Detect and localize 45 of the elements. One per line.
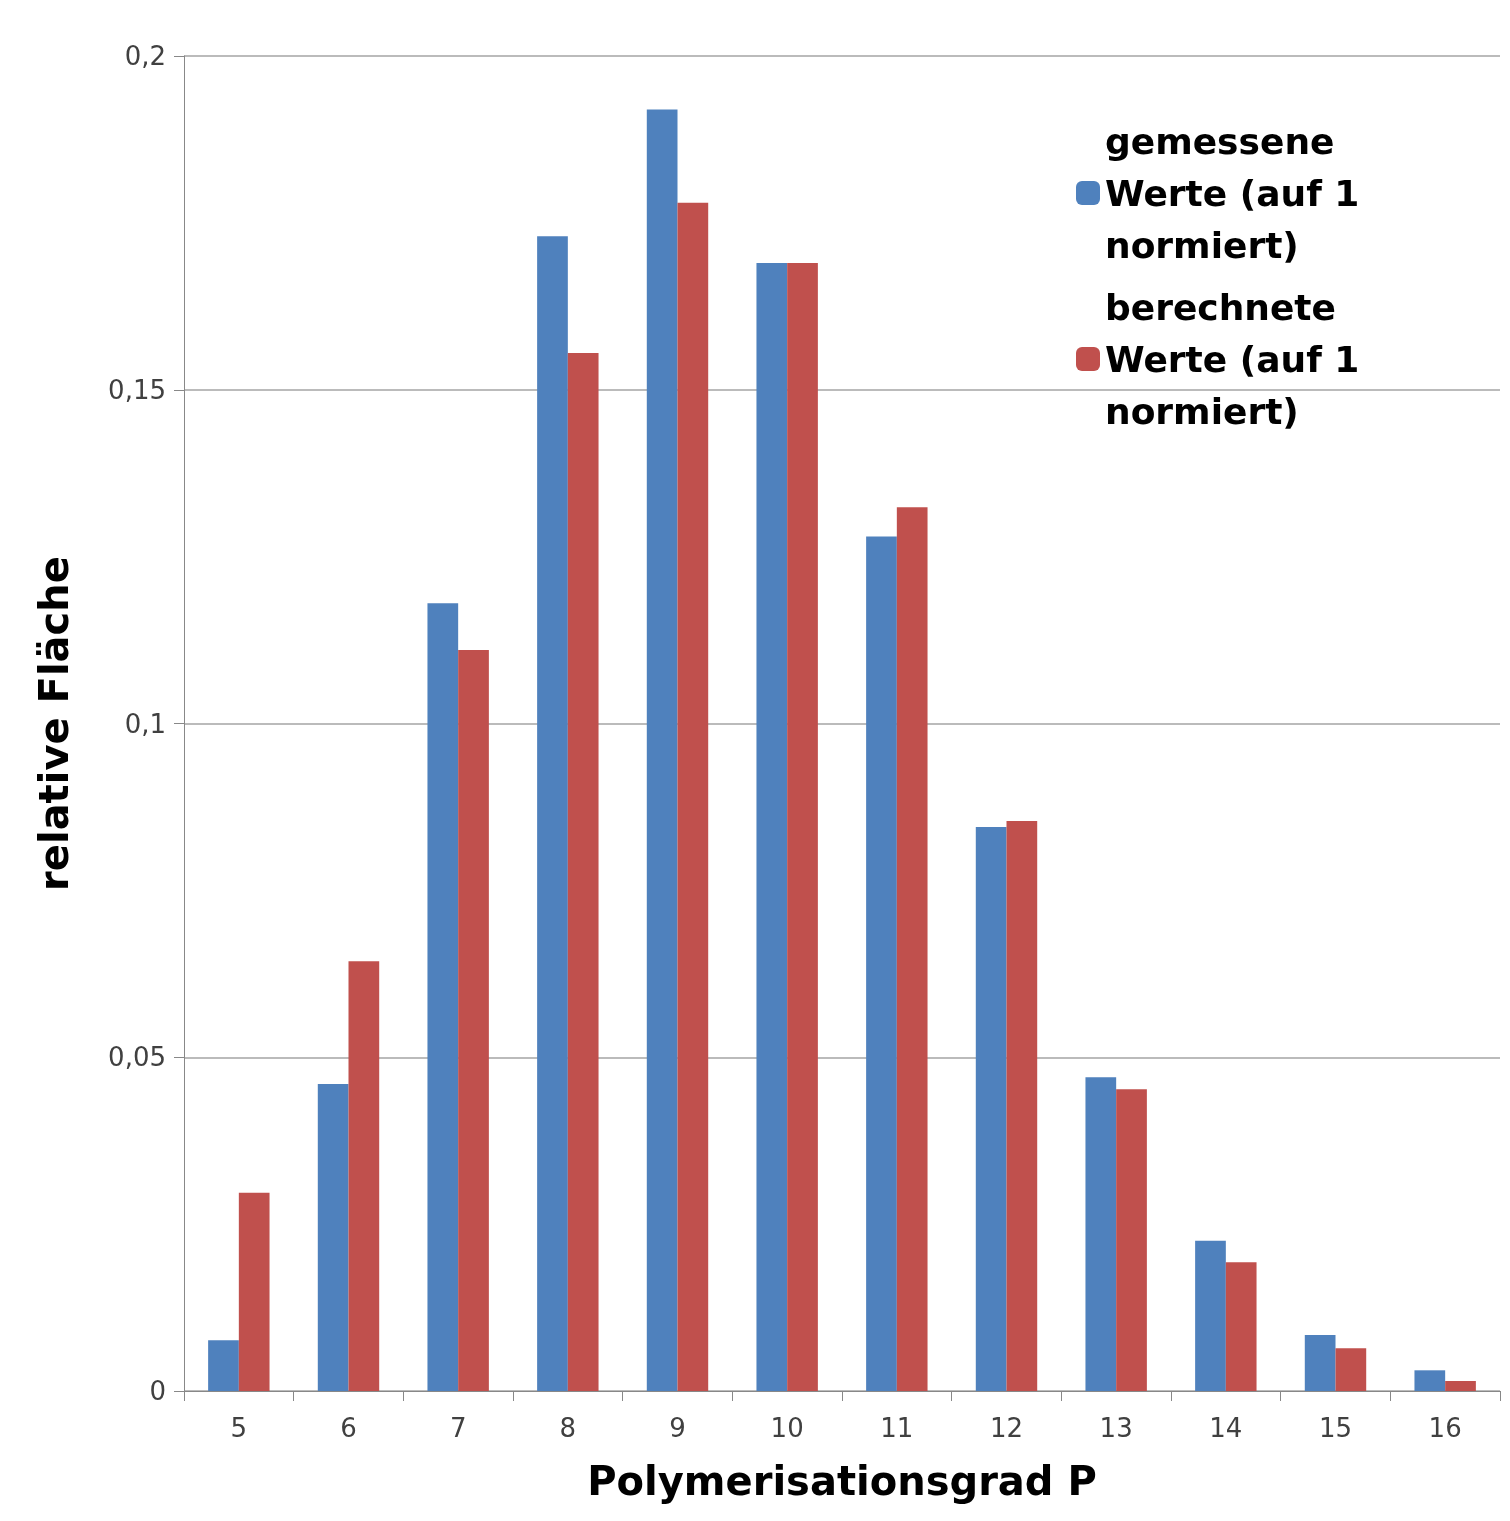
y-tick-label: 0	[149, 1376, 166, 1406]
y-tick-label: 0,05	[108, 1042, 166, 1073]
bar	[567, 353, 599, 1391]
bar	[646, 109, 678, 1391]
bar	[317, 1083, 349, 1391]
bar	[238, 1192, 270, 1391]
bar	[1195, 1240, 1226, 1391]
bar	[537, 236, 568, 1391]
x-axis-title: Polymerisationsgrad P	[587, 1458, 1097, 1504]
y-tick-label: 0,2	[124, 41, 166, 71]
x-tick-label: 11	[880, 1413, 914, 1443]
bar	[1085, 1077, 1117, 1391]
bar	[1304, 1334, 1336, 1391]
x-tick-label: 12	[989, 1413, 1024, 1443]
bar	[1335, 1348, 1367, 1391]
x-tick-label: 8	[559, 1413, 577, 1443]
x-tick-label: 15	[1318, 1413, 1353, 1443]
bar	[1445, 1380, 1476, 1391]
x-tick-label: 14	[1209, 1413, 1243, 1443]
bar	[787, 262, 818, 1391]
bar	[896, 507, 928, 1391]
bar	[1414, 1370, 1446, 1391]
bar	[866, 536, 897, 1391]
bar	[756, 262, 788, 1391]
x-tick-label: 10	[770, 1413, 804, 1443]
x-tick-label: 16	[1428, 1413, 1462, 1443]
x-tick-label: 7	[449, 1413, 467, 1443]
bar	[348, 961, 380, 1391]
bar	[1006, 820, 1038, 1391]
x-tick-label: 6	[340, 1413, 357, 1443]
bar	[427, 603, 459, 1391]
y-axis-title: relative Fläche	[31, 556, 77, 891]
bar	[1116, 1089, 1147, 1391]
y-tick-label: 0,15	[108, 374, 166, 405]
bar	[975, 826, 1007, 1391]
bar	[1225, 1262, 1257, 1391]
legend-label: gemessene Werte (auf 1 normiert)	[1105, 120, 1372, 266]
legend-label: berechnete Werte (auf 1 normiert)	[1105, 286, 1372, 432]
x-tick-label: 13	[1099, 1413, 1133, 1443]
bar	[458, 650, 489, 1391]
y-tick-label: 0,1	[124, 708, 166, 739]
x-tick-label: 9	[669, 1413, 686, 1443]
x-tick-label: 5	[230, 1413, 248, 1443]
bar	[677, 202, 709, 1391]
bar	[208, 1340, 239, 1391]
